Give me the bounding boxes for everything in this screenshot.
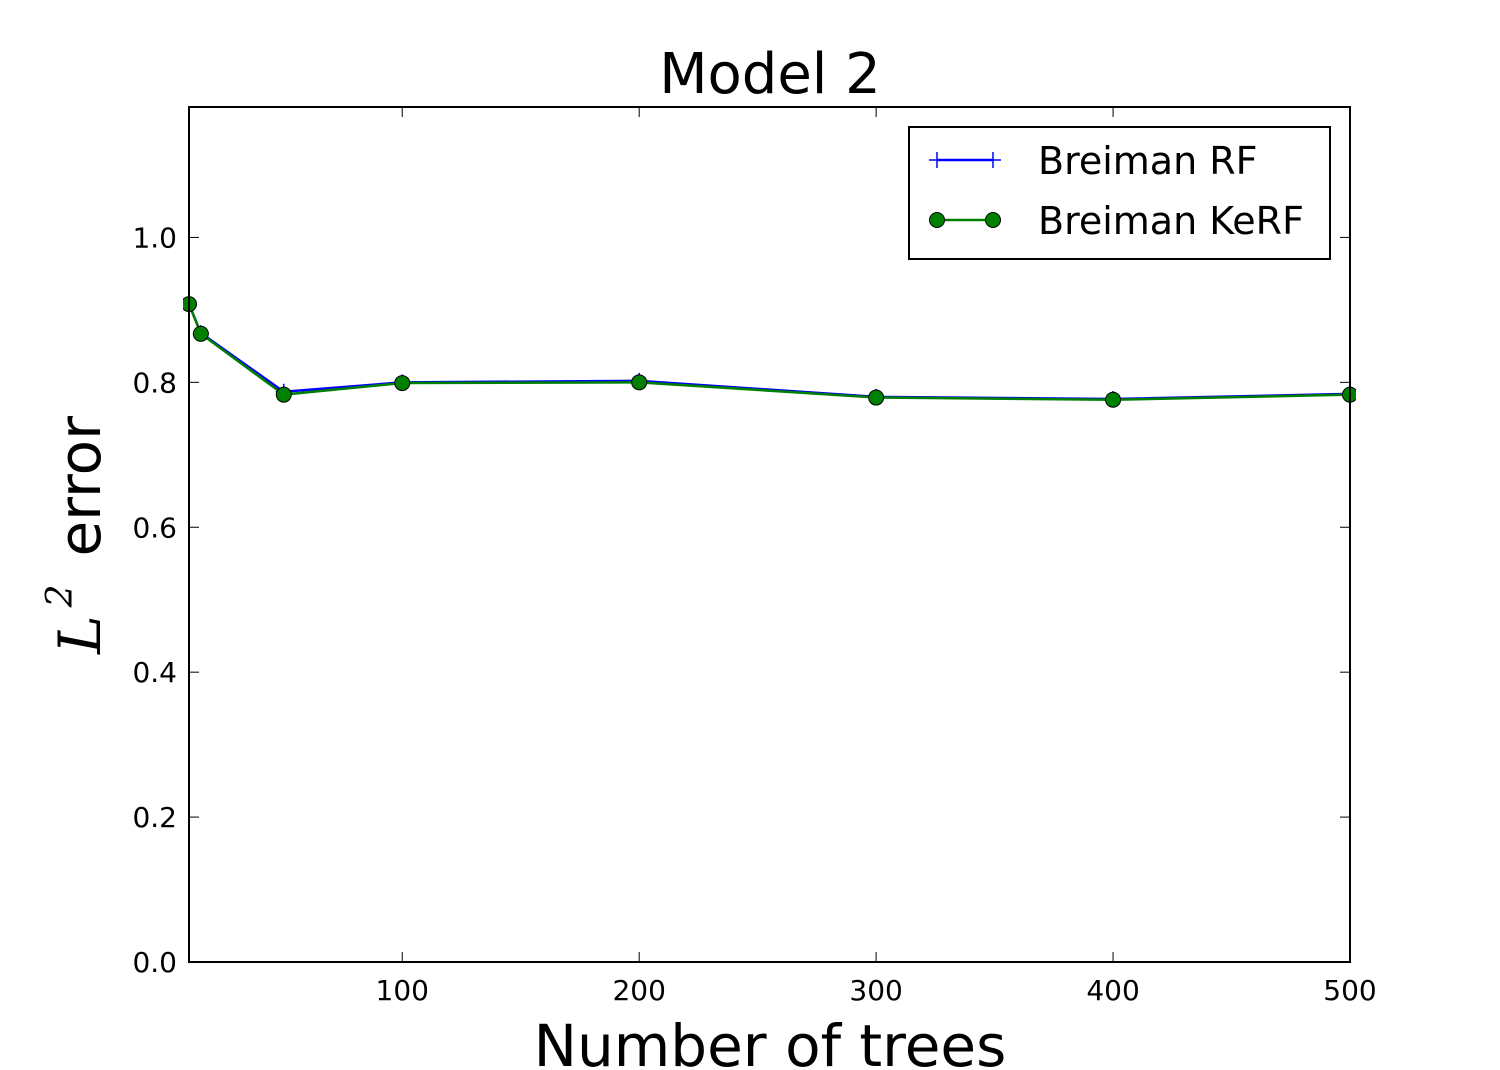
plot-area: 100 200 300 400 500 0.0 0.2 0.4 0.6 0.8 1.0 (132, 106, 1377, 1007)
y-tick-label-5: 1.0 (132, 221, 177, 254)
y-tick-label-3: 0.6 (132, 511, 177, 544)
x-tick-label-100: 100 (376, 974, 429, 1007)
legend-marker-2-2 (985, 212, 1001, 228)
x-tick-label-200: 200 (612, 974, 665, 1007)
y-axis-title-superscript: 2 (40, 585, 81, 609)
y-tick-label-4: 0.8 (132, 366, 177, 399)
legend-label-2: Breiman KeRF (1038, 199, 1304, 243)
y-axis-title-text: error (46, 416, 114, 557)
series-2-point-4 (394, 375, 411, 392)
series-2-point-3 (275, 386, 292, 403)
legend: Breiman RF Breiman KeRF (908, 126, 1331, 260)
series-2-point-6 (868, 389, 885, 406)
y-axis-title: L 2 error (40, 416, 114, 655)
legend-marker-1-2 (985, 152, 1001, 168)
series-line-1 (187, 303, 1351, 401)
legend-label-1: Breiman RF (1038, 139, 1258, 183)
series-line-2 (187, 303, 1351, 401)
y-tick-label-0: 0.0 (132, 946, 177, 979)
plot-frame (188, 106, 1351, 963)
legend-marker-1-1 (929, 152, 945, 168)
series-2-point-7 (1105, 391, 1122, 408)
chart-title: Model 2 (659, 42, 881, 107)
y-tick-label-2: 0.4 (132, 656, 177, 689)
legend-box (908, 126, 1331, 260)
series-2-point-2 (192, 325, 209, 342)
x-axis-title: Number of trees (534, 1012, 1007, 1070)
svg-text:L2error: L 2 error (40, 416, 114, 655)
x-tick-label-300: 300 (849, 974, 902, 1007)
x-tick-label-500: 500 (1323, 974, 1376, 1007)
series-2-point-5 (631, 374, 648, 391)
y-tick-label-1: 0.2 (132, 801, 177, 834)
x-tick-label-400: 400 (1086, 974, 1139, 1007)
y-axis-title-symbol: L (46, 615, 114, 655)
series-group (183, 296, 1356, 408)
legend-marker-2-1 (929, 212, 945, 228)
